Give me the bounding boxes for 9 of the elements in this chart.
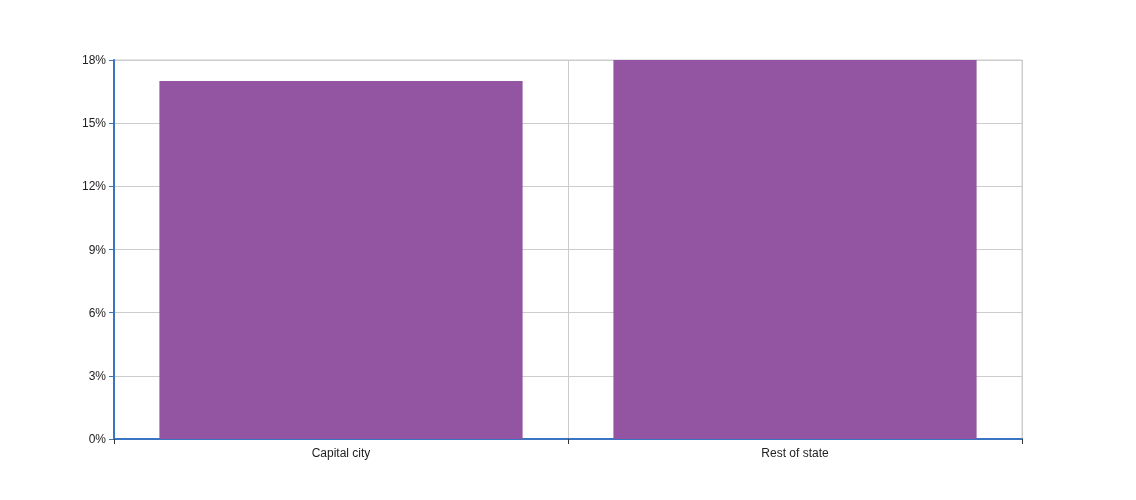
x-tick-label: Capital city: [311, 446, 371, 460]
y-tick-label: 9%: [88, 242, 107, 257]
y-tick-label: 18%: [81, 53, 107, 67]
y-tick-label: 6%: [88, 305, 107, 320]
y-tick-label: 0%: [88, 432, 107, 446]
y-tick-label: 15%: [81, 116, 107, 131]
y-tick-label: 3%: [88, 368, 107, 383]
x-tick-label: Rest of state: [761, 446, 829, 460]
y-tick-label: 12%: [81, 179, 107, 194]
